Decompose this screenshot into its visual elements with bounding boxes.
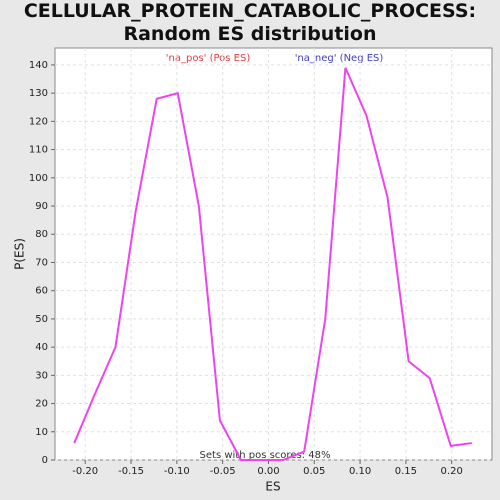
y-tick-label: 10 — [35, 427, 48, 438]
x-tick-label: 0.15 — [395, 466, 417, 477]
chart-title: CELLULAR_PROTEIN_CATABOLIC_PROCESS: Rand… — [23, 0, 477, 45]
x-tick-label: -0.05 — [210, 466, 236, 477]
line — [73, 67, 472, 461]
y-tick-label: 80 — [35, 229, 48, 240]
y-tick-label: 100 — [29, 173, 48, 184]
annotation: Sets with pos scores: 48% — [200, 450, 331, 461]
y-tick-label: 50 — [35, 314, 48, 325]
x-axis-label: ES — [265, 480, 280, 494]
y-axis-label: P(ES) — [13, 238, 27, 270]
y-tick-label: 20 — [35, 399, 48, 410]
x-tick-label: 0.20 — [441, 466, 463, 477]
y-tick-label: 60 — [35, 286, 48, 297]
y-tick-label: 40 — [35, 342, 48, 353]
x-tick-label: -0.20 — [72, 466, 98, 477]
x-tick-label: 0.10 — [349, 466, 371, 477]
plot-area — [54, 47, 493, 461]
x-tick-label: -0.15 — [118, 466, 144, 477]
annotation: 'na_pos' (Pos ES) — [166, 53, 251, 64]
annotation: 'na_neg' (Neg ES) — [295, 53, 384, 64]
y-tick-label: 120 — [29, 116, 48, 127]
y-tick-label: 30 — [35, 370, 48, 381]
y-tick-label: 70 — [35, 257, 48, 268]
y-tick-label: 90 — [35, 201, 48, 212]
x-tick-label: 0.05 — [303, 466, 325, 477]
x-tick-label: -0.10 — [164, 466, 190, 477]
y-tick-label: 140 — [29, 60, 48, 71]
y-tick-label: 110 — [29, 145, 48, 156]
x-tick-label: 0.00 — [257, 466, 279, 477]
y-tick-label: 130 — [29, 88, 48, 99]
y-tick-label: 0 — [42, 455, 48, 466]
